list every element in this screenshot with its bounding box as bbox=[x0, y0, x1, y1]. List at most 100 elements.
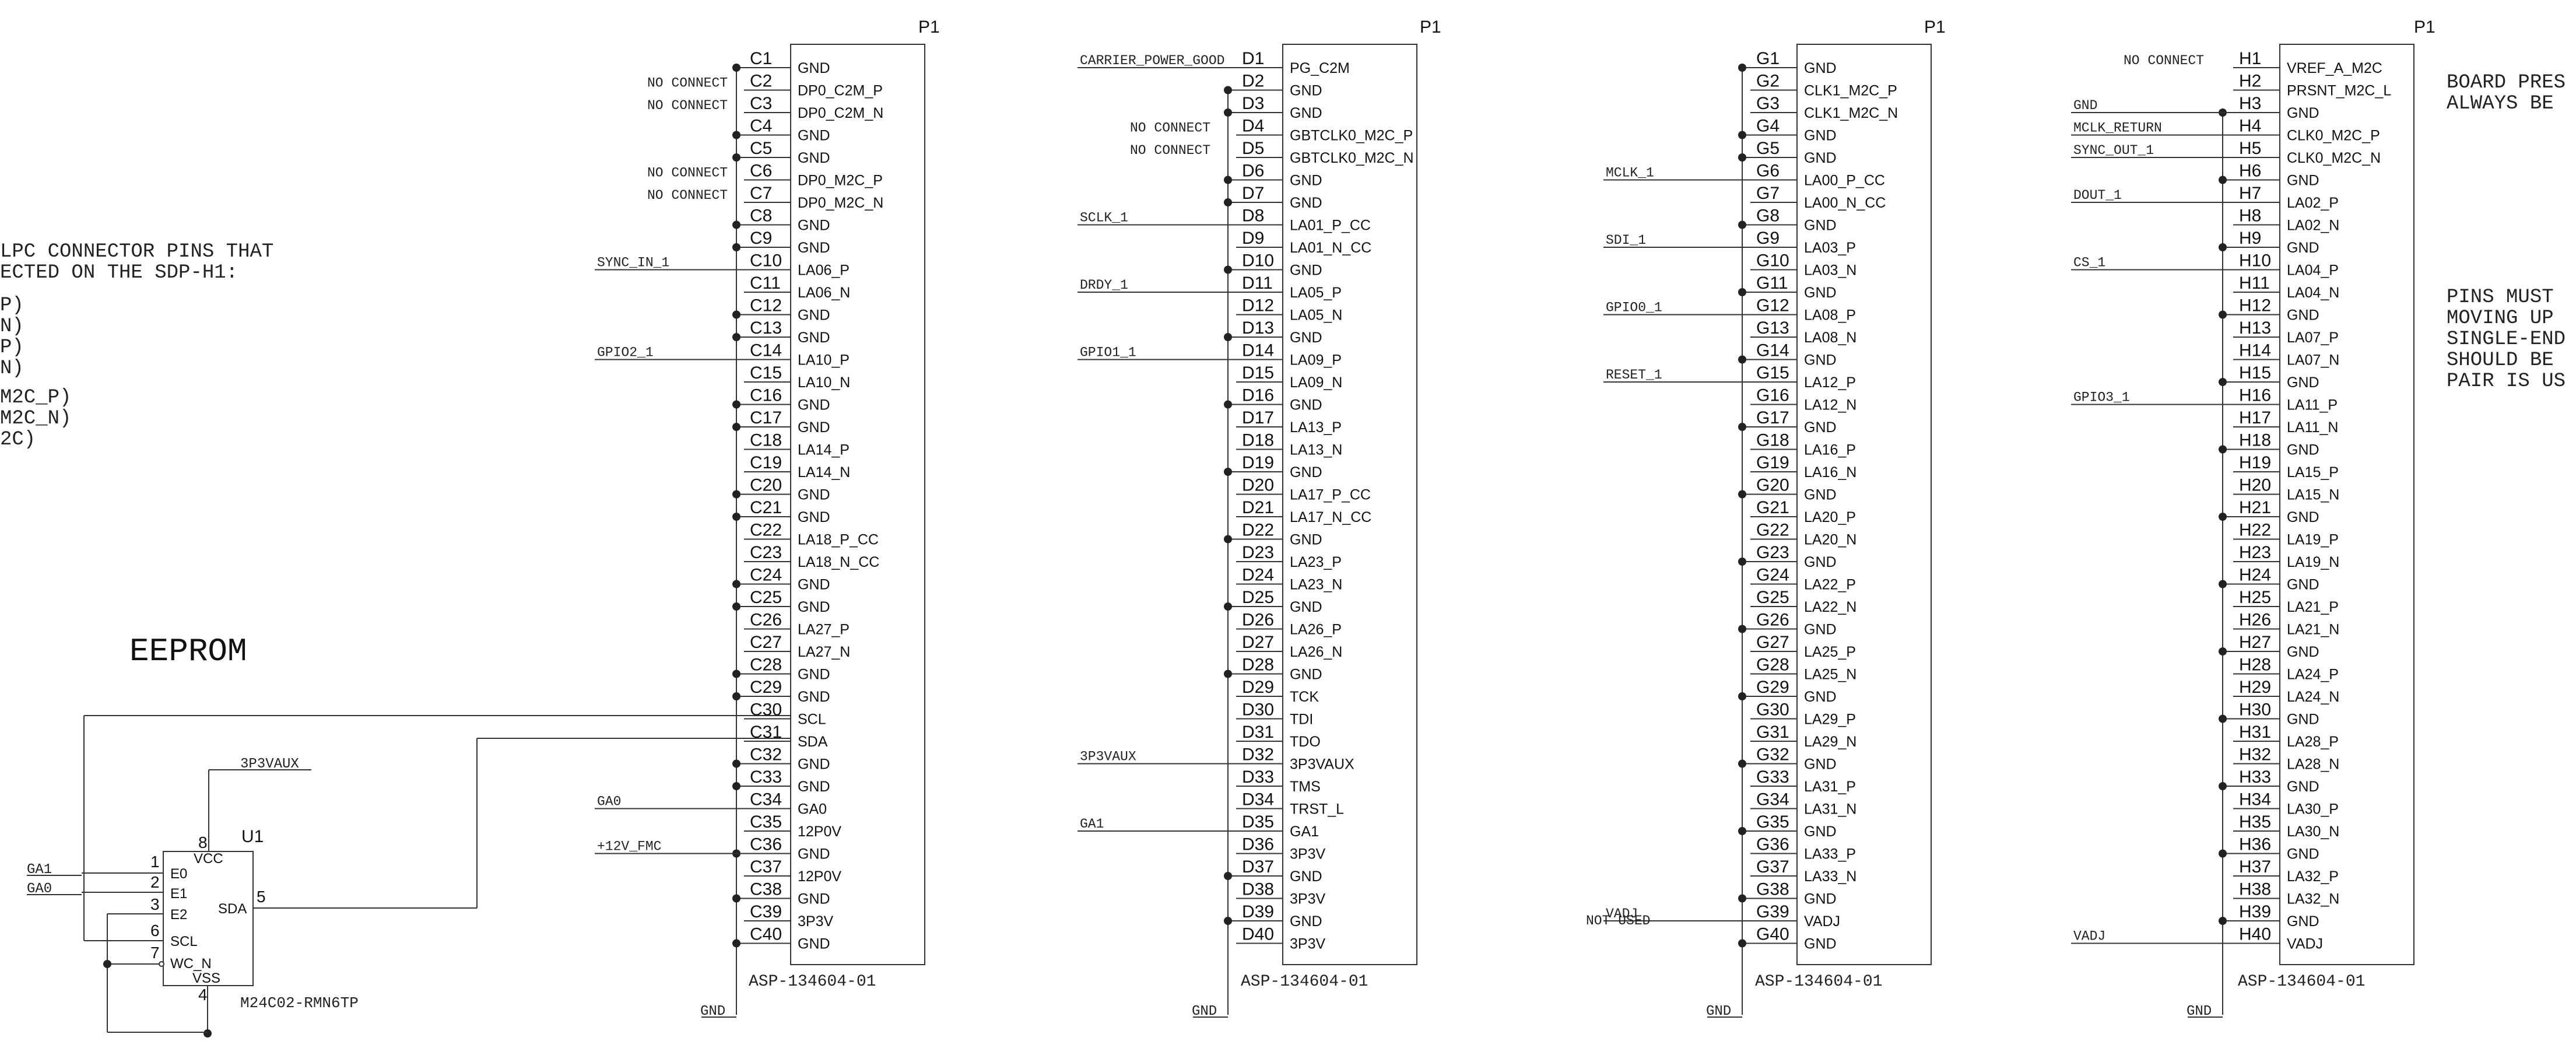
connector-row-h: P1 ASP-134604-01 GND H1 VREF_A_M2C H2 PRSNT_M2… bbox=[2071, 17, 2435, 1019]
pin-number: H17 bbox=[2239, 408, 2271, 427]
eeprom-pin-number: 1 bbox=[150, 853, 160, 871]
pin-name: GND bbox=[1290, 262, 1322, 279]
pin-name: GND bbox=[1804, 554, 1837, 570]
note-list-item: P) bbox=[0, 295, 24, 317]
pin-name: LA24_N bbox=[2287, 689, 2339, 705]
pin-number: H27 bbox=[2239, 633, 2271, 652]
pin-number: D7 bbox=[1242, 184, 1264, 203]
net-label: VADJ bbox=[2073, 929, 2105, 944]
junction bbox=[1224, 872, 1232, 880]
pin-name: GND bbox=[1290, 195, 1322, 211]
eeprom-pin-number: 6 bbox=[150, 921, 160, 940]
pin-number: H11 bbox=[2239, 274, 2270, 293]
pin-name: LA27_P bbox=[798, 622, 850, 638]
pin-name: CLK1_M2C_P bbox=[1804, 83, 1897, 99]
pin-name: GND bbox=[1804, 936, 1837, 952]
connector-body bbox=[2279, 44, 2414, 965]
pin-name: GBTCLK0_M2C_N bbox=[1290, 150, 1414, 166]
pin-name: TCK bbox=[1290, 689, 1319, 705]
junction bbox=[1738, 625, 1746, 633]
pin-number: G11 bbox=[1756, 274, 1788, 293]
pin-number: G39 bbox=[1756, 902, 1789, 921]
pin-number: D14 bbox=[1242, 341, 1274, 360]
pin-name: LA28_N bbox=[2287, 756, 2339, 773]
pin-name: LA21_N bbox=[2287, 622, 2339, 638]
pin-number: H28 bbox=[2239, 656, 2271, 675]
connector-row-c: P1 ASP-134604-01 GND C1 GND C2 DP0_C2M_P C3 DP0_… bbox=[595, 17, 940, 1019]
pin-name: GND bbox=[1290, 464, 1322, 481]
note-list-item: N) bbox=[0, 316, 24, 338]
pin-name: LA02_N bbox=[2287, 218, 2339, 234]
pin-name: LA01_P_CC bbox=[1290, 218, 1371, 234]
pin-number: C6 bbox=[750, 162, 772, 181]
junction bbox=[732, 602, 740, 611]
pin-name: LA04_P bbox=[2287, 262, 2339, 279]
junction bbox=[732, 64, 740, 72]
pin-name: LA08_N bbox=[1804, 330, 1856, 346]
pin-name: GND bbox=[2287, 240, 2319, 256]
junction bbox=[1738, 759, 1746, 768]
pin-number: C32 bbox=[750, 745, 782, 765]
net-label: DRDY_1 bbox=[1080, 278, 1128, 293]
pin-name: LA16_N bbox=[1804, 464, 1856, 481]
net-label: SDI_1 bbox=[1606, 233, 1646, 248]
pin-name: GND bbox=[2287, 711, 2319, 728]
pin-number: H32 bbox=[2239, 745, 2271, 765]
pin-number: H35 bbox=[2239, 812, 2271, 832]
pin-number: C25 bbox=[750, 588, 782, 607]
pin-number: C30 bbox=[750, 700, 782, 720]
pin-number: G19 bbox=[1756, 453, 1789, 472]
pin-name: GND bbox=[1804, 487, 1837, 503]
pin-number: D10 bbox=[1242, 251, 1274, 271]
note-line: SHOULD BE bbox=[2447, 349, 2554, 371]
net-label: RESET_1 bbox=[1606, 367, 1662, 383]
junction bbox=[2219, 513, 2227, 521]
pin-number: G2 bbox=[1756, 72, 1780, 91]
ground-label: GND bbox=[1192, 1004, 1217, 1019]
connector-row-g: P1 ASP-134604-01 GND G1 GND G2 CLK1_M2C_P G3 CLK… bbox=[1586, 17, 1946, 1019]
pin-name: 12P0V bbox=[798, 823, 841, 840]
connector-refdes: P1 bbox=[2414, 17, 2435, 37]
pin-name: GND bbox=[1804, 285, 1837, 301]
pin-name: GND bbox=[1290, 330, 1322, 346]
eeprom-pin-number: 8 bbox=[198, 833, 208, 851]
pin-number: H40 bbox=[2239, 925, 2271, 944]
pin-number: C35 bbox=[750, 812, 782, 832]
pin-name: GND bbox=[798, 667, 830, 683]
pin-name: LA31_P bbox=[1804, 779, 1856, 795]
pin-name: LA22_P bbox=[1804, 577, 1856, 593]
pin-name: LA12_N bbox=[1804, 397, 1856, 413]
pin-name: GND bbox=[798, 599, 830, 615]
pin-number: D4 bbox=[1242, 117, 1264, 136]
eeprom-pin-number: 2 bbox=[150, 873, 160, 891]
net-label: CARRIER_POWER_GOOD bbox=[1080, 53, 1224, 68]
pin-name: SCL bbox=[798, 711, 826, 728]
eeprom-pin-number: 7 bbox=[150, 944, 160, 962]
pin-name: LA25_N bbox=[1804, 667, 1856, 683]
junction bbox=[1224, 86, 1232, 94]
pin-number: C5 bbox=[750, 139, 772, 158]
net-annotation: NOT USED bbox=[1586, 913, 1650, 928]
left-note: LPC CONNECTOR PINS THAT ECTED ON THE SDP… bbox=[0, 241, 273, 451]
pin-number: G14 bbox=[1756, 341, 1789, 360]
pin-name: GND bbox=[1804, 128, 1837, 144]
pin-name: LA32_N bbox=[2287, 891, 2339, 907]
pin-name: DP0_M2C_N bbox=[798, 195, 883, 211]
pin-name: LA00_N_CC bbox=[1804, 195, 1886, 211]
pin-name: GND bbox=[798, 397, 830, 413]
pin-number: D36 bbox=[1242, 835, 1274, 854]
pin-number: D21 bbox=[1242, 498, 1274, 517]
pin-number: H9 bbox=[2239, 229, 2261, 248]
eeprom-pin-name: VSS bbox=[192, 970, 220, 986]
connector-part: ASP-134604-01 bbox=[1241, 973, 1368, 991]
pin-number: H25 bbox=[2239, 588, 2271, 607]
pin-number: G15 bbox=[1756, 363, 1789, 383]
junction bbox=[732, 131, 740, 139]
net-label: 3P3VAUX bbox=[240, 756, 299, 772]
eeprom-pin-name: SDA bbox=[218, 901, 247, 917]
pin-number: H14 bbox=[2239, 341, 2271, 360]
pin-number: H37 bbox=[2239, 857, 2271, 877]
junction bbox=[732, 782, 740, 790]
pin-name: GND bbox=[1290, 83, 1322, 99]
pin-name: GND bbox=[798, 891, 830, 907]
